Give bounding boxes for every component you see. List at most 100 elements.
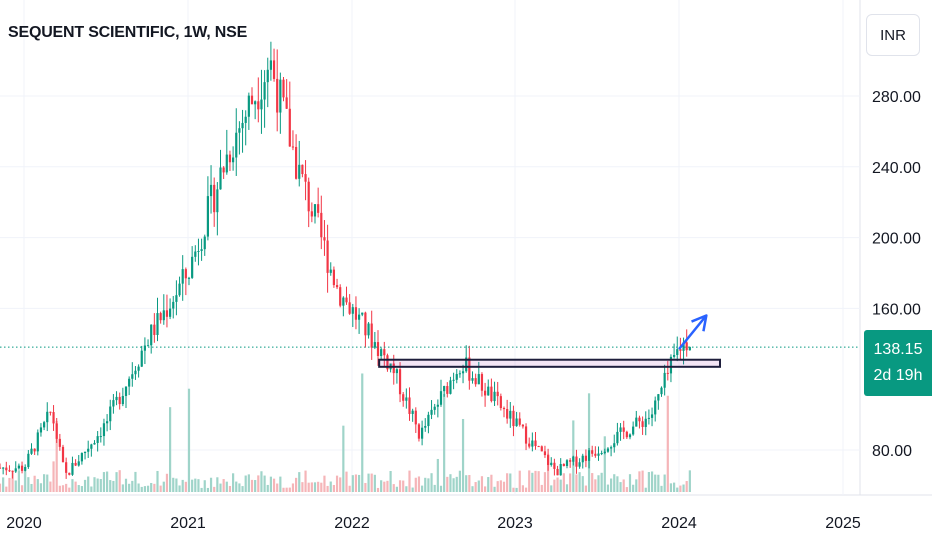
candle-body [572, 456, 575, 462]
candle-body [153, 324, 156, 335]
volume-bar [644, 487, 647, 492]
candle-body [219, 167, 222, 190]
candle-body [83, 451, 87, 454]
price-axis[interactable]: 80.00 160.00 200.00 240.00 280.00 [872, 89, 921, 460]
candle-body [506, 409, 509, 419]
candle-body [131, 374, 134, 379]
volume-bar [433, 484, 436, 492]
candle-body [203, 236, 206, 250]
volume-bar [613, 474, 616, 492]
support-zone-rectangle[interactable] [378, 358, 721, 368]
volume-bar [254, 480, 257, 492]
volume-bar [581, 476, 584, 492]
volume-bar [531, 472, 534, 492]
volume-bar [235, 481, 238, 492]
volume-bar [96, 478, 99, 492]
volume-bar [427, 478, 430, 492]
candle-body [14, 468, 17, 472]
volume-bar [219, 483, 222, 492]
volume-bar [587, 393, 591, 492]
volume-bar [625, 487, 628, 492]
volume-bar [209, 477, 213, 492]
candle-body [367, 323, 370, 336]
volume-bar [279, 476, 282, 492]
volume-bar [682, 484, 685, 492]
volume-bar [376, 487, 380, 492]
candle-body [307, 181, 310, 212]
bar-countdown: 2d 19h [873, 367, 923, 384]
last-price-value: 138.15 [873, 341, 923, 358]
volume-bar [276, 483, 279, 492]
candle-body [109, 406, 112, 422]
candle-body [348, 302, 351, 314]
volume-bar [657, 474, 660, 492]
volume-bar [547, 453, 550, 492]
candle-body [411, 410, 414, 414]
candle-body [222, 167, 225, 173]
candle-body [2, 467, 5, 469]
volume-bar [285, 487, 288, 492]
candle-body [49, 411, 52, 413]
candle-body [600, 452, 603, 454]
volume-bar [654, 474, 657, 492]
candle-body [228, 154, 232, 163]
candle-body [408, 397, 411, 414]
candle-body [175, 295, 178, 302]
volume-bar [332, 484, 335, 492]
candle-body [206, 196, 209, 237]
volume-bar [153, 483, 156, 492]
volume-bar [565, 484, 569, 492]
candle-body [521, 424, 524, 427]
candle-body [594, 453, 597, 456]
drawings[interactable] [378, 314, 721, 368]
x-tick-label: 2022 [334, 515, 370, 532]
volume-bar [0, 483, 2, 492]
volume-bar [474, 482, 477, 492]
volume-bar [663, 474, 666, 492]
volume-bar [11, 470, 14, 492]
volume-bar [424, 477, 427, 492]
trend-arrow-head[interactable] [691, 314, 708, 332]
volume-bar [326, 485, 329, 492]
time-axis[interactable]: 2020 2021 2022 2023 2024 2025 [6, 515, 861, 532]
volume-bar [14, 480, 17, 492]
candle-body [8, 470, 11, 472]
candle-body [134, 370, 137, 375]
candle-body [610, 447, 613, 449]
volume-bar [660, 485, 663, 492]
volume-bar [55, 420, 58, 492]
volume-bar [383, 481, 386, 492]
candle-body [673, 354, 676, 357]
candle-body [162, 310, 165, 321]
volume-bar [295, 477, 298, 492]
candle-body [509, 410, 512, 419]
candle-body [43, 422, 46, 428]
candle-body [71, 462, 74, 475]
volume-bar [307, 482, 310, 492]
candle-body [487, 386, 490, 396]
volume-bar [146, 485, 150, 492]
volume-bar [537, 471, 540, 492]
candle-body [269, 60, 272, 70]
trend-arrow[interactable] [678, 314, 708, 350]
volume-bar [17, 470, 20, 492]
volume-bar [266, 484, 269, 492]
candle-body [33, 448, 36, 452]
candle-body [279, 79, 282, 113]
volume-bar [109, 480, 112, 492]
volume-bar [597, 475, 600, 492]
candle-body [468, 357, 471, 381]
volume-bar [502, 481, 506, 492]
currency-button[interactable]: INR [866, 14, 920, 56]
volume-bar [528, 470, 531, 492]
candle-body [559, 464, 562, 476]
candle-body [345, 297, 348, 303]
candle-body [496, 391, 499, 397]
candle-body [209, 184, 213, 197]
volume-bar [342, 425, 345, 492]
volume-bar [244, 475, 247, 492]
x-tick-label: 2021 [170, 515, 206, 532]
volume-bar [361, 373, 364, 492]
volume-bar [417, 476, 421, 492]
